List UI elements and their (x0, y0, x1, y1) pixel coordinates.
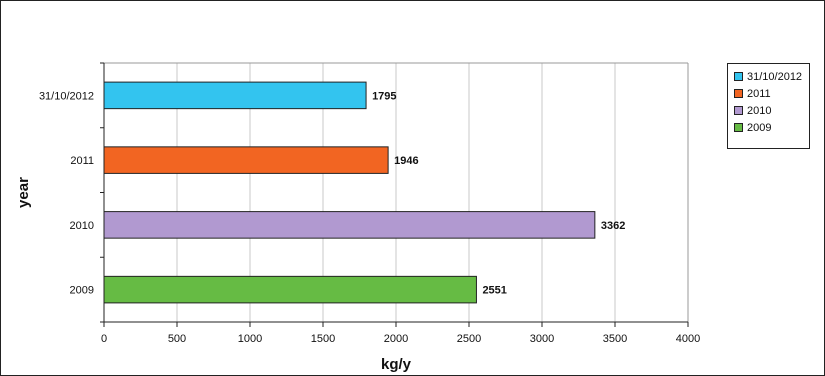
data-label: 2551 (482, 285, 506, 297)
x-tick-label: 1500 (311, 333, 335, 345)
legend-item: 2011 (734, 85, 809, 102)
x-tick-label: 500 (168, 333, 186, 345)
x-tick-label: 0 (101, 333, 107, 345)
legend-swatch (734, 123, 743, 132)
legend-label: 2011 (747, 87, 771, 100)
x-tick-label: 2500 (457, 333, 481, 345)
legend-label: 2009 (747, 121, 772, 134)
y-tick-label: 2010 (70, 220, 94, 232)
legend-label: 31/10/2012 (747, 70, 803, 83)
data-label: 1795 (372, 90, 396, 102)
x-axis-title: kg/y (381, 356, 412, 373)
y-tick-label: 31/10/2012 (39, 90, 94, 102)
legend-swatch (734, 106, 743, 115)
data-label: 1946 (394, 155, 418, 167)
bar (103, 211, 596, 239)
x-tick-label: 1000 (238, 333, 262, 345)
bar (103, 81, 367, 110)
x-tick-label: 3500 (603, 333, 627, 345)
x-tick-label: 4000 (676, 333, 700, 345)
legend-swatch (734, 72, 743, 81)
bar (103, 146, 389, 174)
x-tick-label: 2000 (384, 333, 408, 345)
data-label: 3362 (601, 220, 625, 232)
x-tick-label: 3000 (530, 333, 554, 345)
legend-swatch (734, 89, 743, 98)
legend-item: 2010 (734, 102, 809, 119)
legend-label: 2010 (747, 104, 772, 117)
bar (103, 275, 477, 304)
legend-item: 2009 (734, 119, 809, 136)
legend: 31/10/2012 2011 2010 2009 (727, 63, 810, 149)
y-tick-label: 2009 (70, 285, 94, 297)
y-axis-title: year (15, 177, 32, 208)
y-tick-label: 2011 (70, 155, 94, 167)
legend-item: 31/10/2012 (734, 68, 809, 85)
